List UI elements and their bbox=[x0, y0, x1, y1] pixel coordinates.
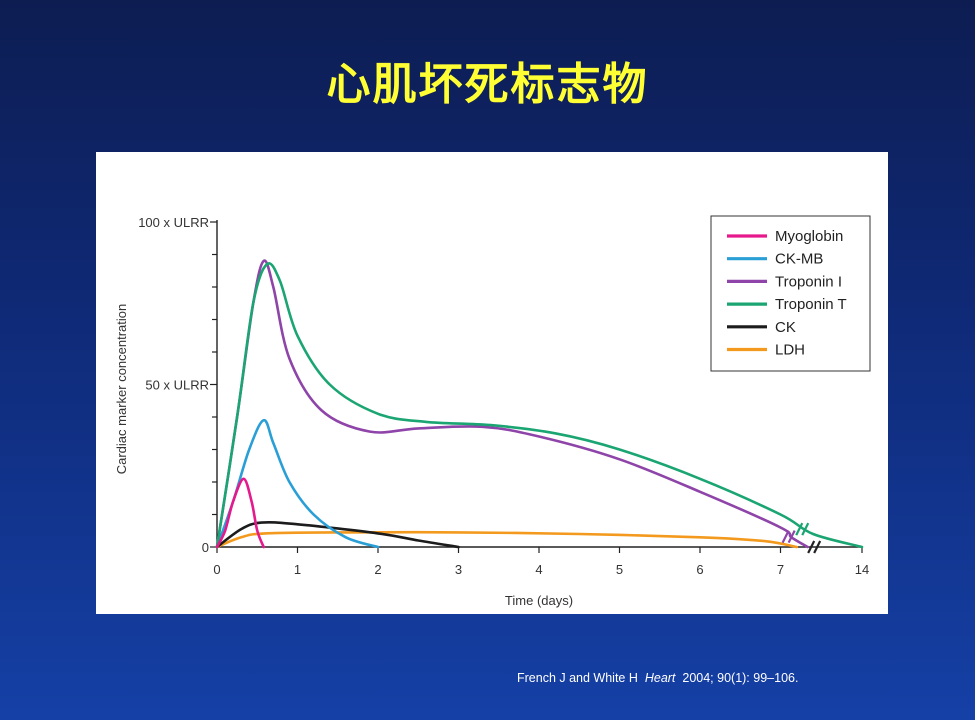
x-axis-break-mark bbox=[807, 540, 816, 554]
legend-label-troponin-i: Troponin I bbox=[775, 273, 842, 290]
legend-label-ldh: LDH bbox=[775, 342, 805, 359]
x-tick-label: 1 bbox=[294, 562, 301, 577]
x-tick-label: 5 bbox=[616, 562, 623, 577]
legend-label-troponin-t: Troponin T bbox=[775, 296, 847, 313]
series-line-ck bbox=[215, 520, 460, 549]
troponin-i-break-mark bbox=[787, 530, 796, 544]
marker-line-chart: 0 1 2 3 4 5 6 7 14 0 50 x ULRR 100 x ULRR Time (days… bbox=[114, 215, 871, 608]
troponin-t-break-mark bbox=[801, 522, 810, 536]
legend-label-myoglobin: Myoglobin bbox=[775, 228, 843, 245]
slide-title: 心肌坏死标志物 bbox=[326, 59, 649, 110]
x-tick-label: 6 bbox=[696, 562, 703, 577]
citation-journal: Heart bbox=[644, 671, 676, 685]
legend-box bbox=[710, 215, 871, 372]
troponin-i-break-mark bbox=[781, 530, 790, 544]
y-tick-label: 50 x ULRR bbox=[145, 378, 209, 393]
y-axis-title: Cardiac marker concentration bbox=[114, 304, 129, 475]
troponin-t-break-mark bbox=[795, 522, 804, 536]
x-tick-label: 2 bbox=[374, 562, 381, 577]
x-axis-title: Time (days) bbox=[505, 593, 573, 608]
legend-label-ck-mb: CK-MB bbox=[775, 251, 823, 268]
series-line-ldh bbox=[215, 530, 799, 549]
y-tick-label: 100 x ULRR bbox=[138, 215, 209, 230]
x-axis-break-mark bbox=[813, 540, 822, 554]
x-tick-label: 7 bbox=[777, 562, 784, 577]
legend-label-ck: CK bbox=[775, 319, 796, 336]
x-tick-label: 4 bbox=[535, 562, 542, 577]
series-line-troponin-t bbox=[215, 262, 864, 549]
citation: French J and White H Heart 2004; 90(1): … bbox=[517, 671, 798, 685]
series-line-myoglobin bbox=[215, 477, 265, 549]
chart-panel: 0 1 2 3 4 5 6 7 14 0 50 x ULRR 100 x ULRR Time (days… bbox=[96, 152, 888, 614]
citation-details: 2004; 90(1): 99–106. bbox=[682, 671, 799, 685]
x-tick-label: 3 bbox=[455, 562, 462, 577]
citation-authors: French J and White H bbox=[517, 671, 638, 685]
x-tick-label: 0 bbox=[213, 562, 220, 577]
y-tick-label: 0 bbox=[202, 540, 209, 555]
x-tick-label: 14 bbox=[855, 562, 869, 577]
